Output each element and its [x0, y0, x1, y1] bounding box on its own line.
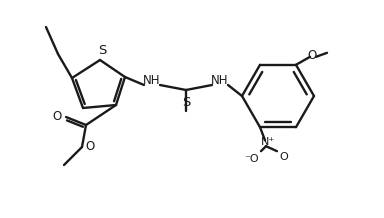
Text: NH: NH [211, 75, 229, 87]
Text: S: S [98, 44, 106, 58]
Text: N⁺: N⁺ [261, 137, 275, 147]
Text: O: O [307, 49, 317, 62]
Text: O: O [280, 152, 288, 162]
Text: S: S [182, 95, 190, 109]
Text: O: O [85, 140, 94, 153]
Text: O: O [52, 109, 61, 123]
Text: ⁻O: ⁻O [245, 154, 259, 164]
Text: NH: NH [143, 75, 161, 87]
